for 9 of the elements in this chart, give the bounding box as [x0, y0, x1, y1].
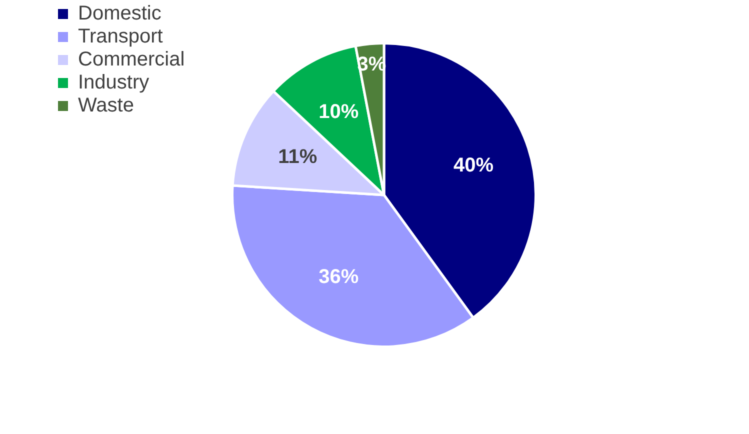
legend-label: Waste [78, 94, 134, 117]
data-label: 10% [318, 101, 359, 124]
legend-label: Industry [78, 72, 150, 94]
data-label: 40% [453, 154, 494, 176]
legend-label: Transport [78, 26, 164, 48]
legend-label: Domestic [78, 2, 162, 25]
data-label: 36% [318, 266, 359, 288]
legend-label: Commercial [78, 48, 185, 71]
data-label: 11% [278, 146, 318, 168]
